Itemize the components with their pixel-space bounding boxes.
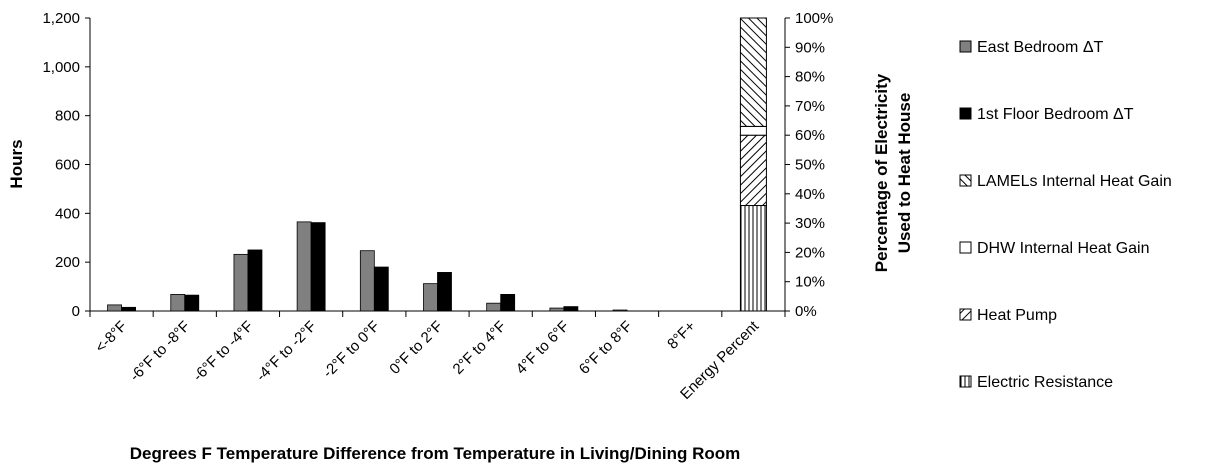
x-tick-label: 6°F to 8°F [576, 318, 636, 378]
y2-axis-title-line2: Used to Heat House [895, 93, 914, 254]
x-tick-label: <-8°F [92, 318, 130, 356]
stack-segment-1 [739, 205, 767, 312]
y2-tick-label: 90% [795, 39, 825, 56]
y-tick-label: 400 [55, 205, 80, 222]
bar-series-1 [233, 253, 249, 312]
bar-series-2 [373, 266, 389, 312]
y2-tick-label: 30% [795, 215, 825, 232]
x-tick-label: -2°F to 0°F [320, 318, 384, 382]
y2-tick-label: 80% [795, 69, 825, 86]
bar-series-2 [437, 272, 452, 312]
y-axis-title: Hours [7, 139, 26, 188]
y-tick-label: 600 [55, 157, 80, 174]
bar-series-2 [121, 306, 136, 312]
x-tick-label: 4°F to 6°F [513, 318, 573, 378]
bar-series-1 [296, 221, 312, 312]
legend-label: East Bedroom ΔT [977, 39, 1104, 56]
y-tick-label: 200 [55, 254, 80, 271]
legend-label: LAMELs Internal Heat Gain [977, 173, 1172, 190]
y2-axis-title-line1: Percentage of Electricity [872, 73, 891, 272]
bar-series-1 [486, 302, 502, 312]
x-tick-label: -6°F to -8°F [127, 318, 194, 385]
x-tick-label: 8°F+ [664, 318, 699, 353]
bar-series-1 [423, 283, 438, 312]
energy-stack [739, 17, 767, 312]
y2-tick-label: 50% [795, 157, 825, 174]
bars [107, 221, 628, 312]
stack-segment-4 [739, 17, 767, 127]
legend-swatch [959, 107, 972, 120]
legend-swatch [959, 174, 972, 187]
y2-tick-label: 10% [795, 274, 825, 291]
stack-segment-3 [739, 125, 767, 136]
legend-swatch [959, 40, 972, 53]
y-tick-label: 1,200 [42, 10, 80, 27]
y2-tick-label: 0% [795, 303, 817, 320]
y2-tick-label: 20% [795, 244, 825, 261]
legend-swatch [959, 308, 972, 321]
bar-series-1 [170, 293, 186, 312]
bar-series-2 [563, 306, 579, 312]
x-tick-label: -6°F to -4°F [190, 318, 257, 385]
legend-label: DHW Internal Heat Gain [977, 240, 1150, 257]
x-axis-ticks: <-8°F-6°F to -8°F-6°F to -4°F-4°F to -2°… [89, 311, 786, 403]
legend: East Bedroom ΔT 1st Floor Bedroom ΔT LAMEL… [959, 39, 1172, 391]
legend-label: Heat Pump [977, 307, 1057, 324]
x-tick-label: 0°F to 2°F [386, 318, 446, 378]
y2-axis-ticks: 0% 10% 20% 30% 40% 50% 60% 70% 80% 90% 100% [785, 10, 833, 320]
axes [89, 18, 786, 312]
y2-tick-label: 60% [795, 127, 825, 144]
bar-series-1 [359, 250, 375, 312]
bar-series-1 [549, 307, 565, 312]
legend-label: 1st Floor Bedroom ΔT [977, 106, 1134, 123]
stack-segment-2 [739, 134, 767, 207]
bar-series-1 [107, 304, 122, 312]
y2-tick-label: 40% [795, 186, 825, 203]
y-tick-label: 800 [55, 108, 80, 125]
bar-series-1 [612, 309, 628, 312]
y-tick-label: 1,000 [42, 59, 80, 76]
y2-tick-label: 70% [795, 98, 825, 115]
x-tick-label: -4°F to -2°F [253, 318, 320, 385]
y-axis-ticks: 0 200 400 600 800 1,000 1,200 [42, 10, 90, 320]
x-tick-label: 2°F to 4°F [450, 318, 510, 378]
bar-series-2 [500, 293, 516, 312]
bar-series-2 [247, 249, 263, 312]
bar-series-2 [184, 294, 200, 312]
x-axis-title: Degrees F Temperature Difference from Te… [130, 444, 741, 463]
legend-swatch [959, 241, 972, 254]
y2-tick-label: 100% [795, 10, 833, 27]
bar-series-2 [310, 222, 326, 312]
legend-label: Electric Resistance [977, 374, 1113, 391]
legend-swatch [959, 375, 972, 388]
y-tick-label: 0 [72, 303, 80, 320]
